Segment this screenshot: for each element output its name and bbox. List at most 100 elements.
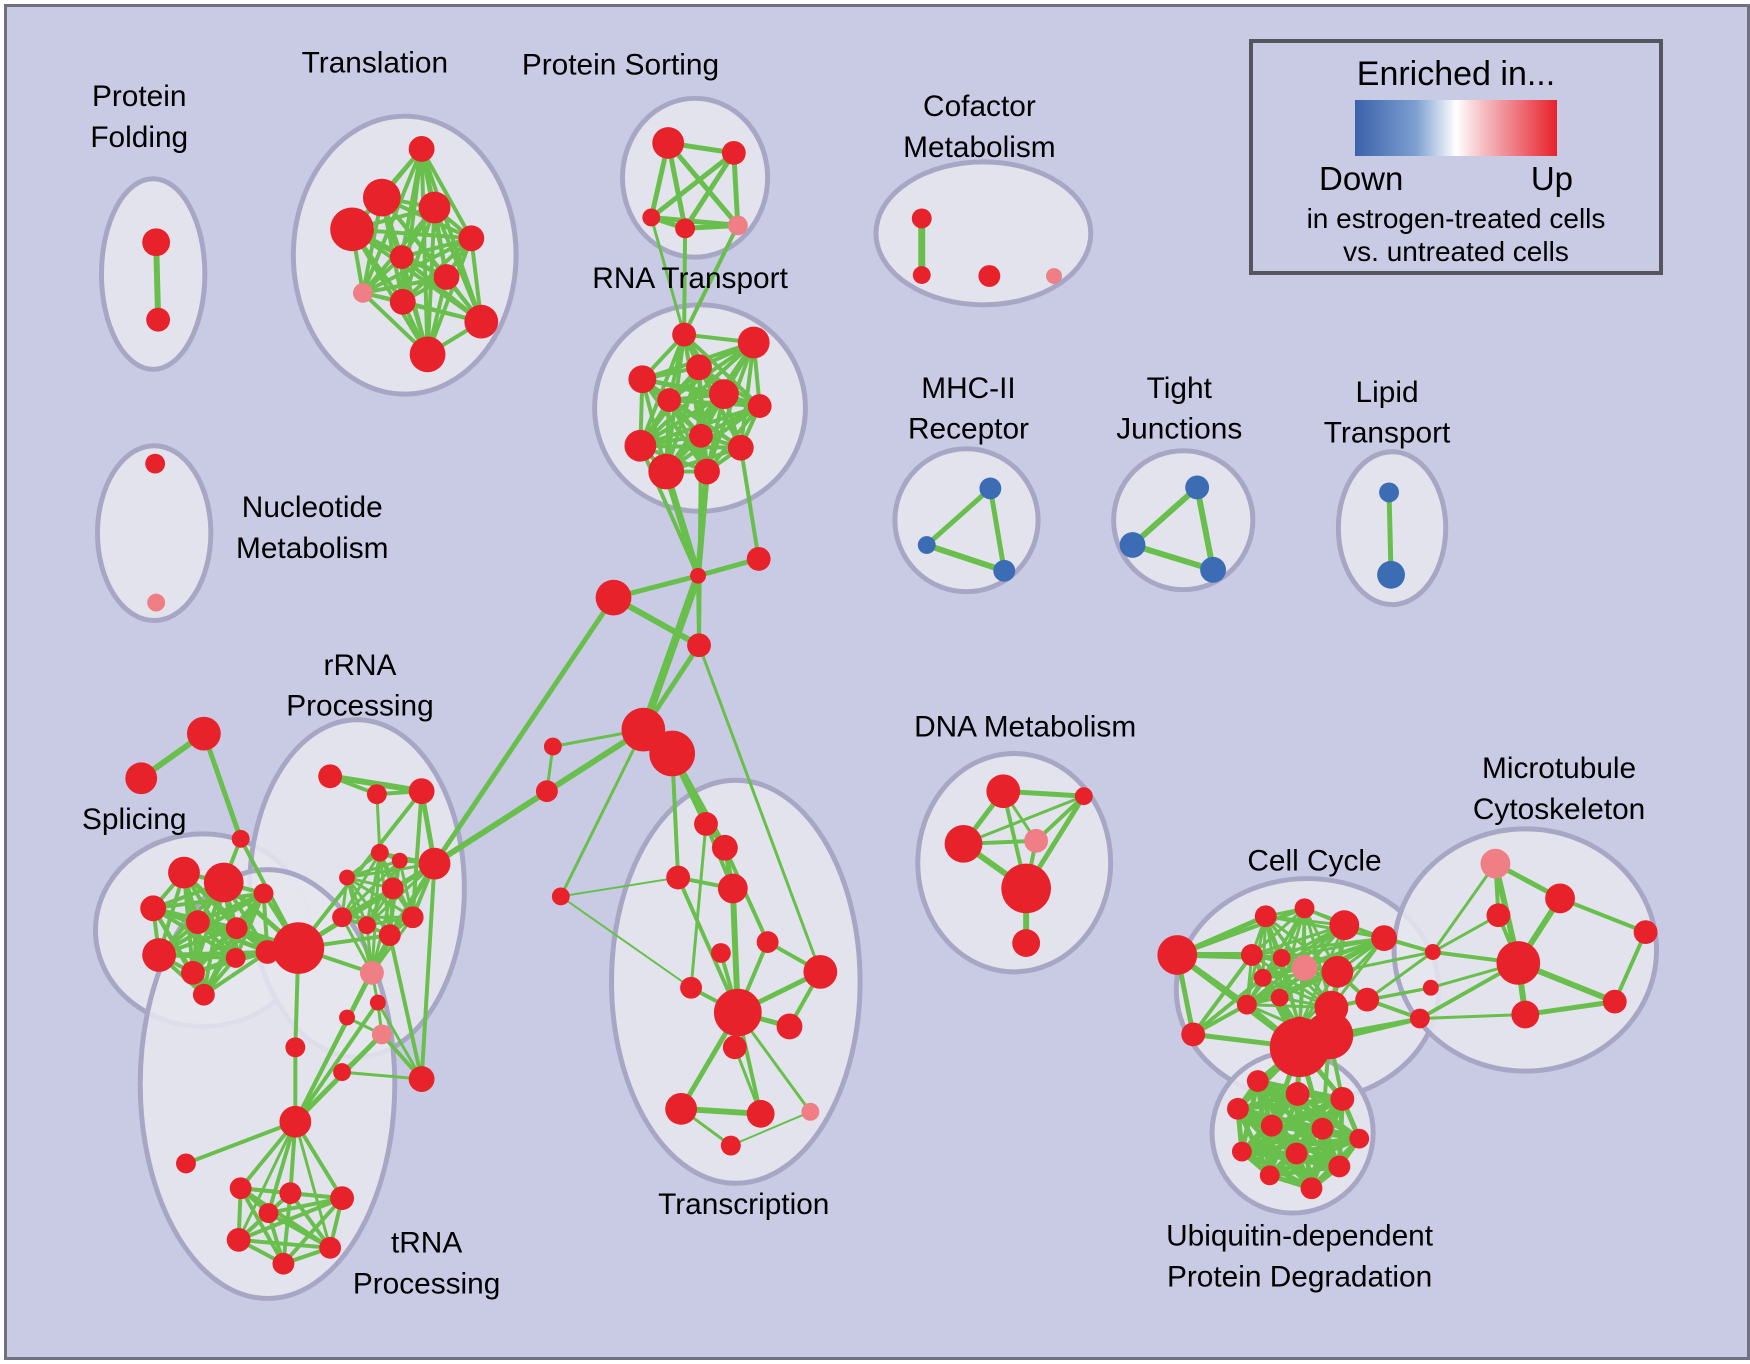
- node-98[interactable]: [666, 865, 691, 890]
- node-2[interactable]: [408, 136, 435, 162]
- node-60[interactable]: [366, 784, 387, 805]
- node-78[interactable]: [279, 1105, 312, 1138]
- node-47[interactable]: [168, 856, 200, 889]
- node-15[interactable]: [642, 208, 661, 227]
- node-114[interactable]: [1024, 828, 1049, 853]
- node-73[interactable]: [339, 1009, 355, 1026]
- node-146[interactable]: [1285, 1082, 1310, 1106]
- node-97[interactable]: [711, 834, 738, 861]
- node-24[interactable]: [686, 354, 712, 381]
- node-20[interactable]: [978, 265, 1001, 287]
- node-61[interactable]: [408, 778, 435, 805]
- node-34[interactable]: [979, 477, 1002, 500]
- node-110[interactable]: [720, 1135, 741, 1156]
- node-87[interactable]: [595, 579, 632, 616]
- node-144[interactable]: [1633, 920, 1658, 945]
- node-148[interactable]: [1226, 1097, 1249, 1120]
- node-145[interactable]: [1246, 1070, 1269, 1092]
- node-112[interactable]: [1074, 787, 1093, 806]
- node-133[interactable]: [1305, 1011, 1354, 1060]
- node-53[interactable]: [142, 938, 177, 972]
- node-149[interactable]: [1260, 1114, 1283, 1137]
- node-139[interactable]: [1545, 883, 1575, 914]
- node-66[interactable]: [381, 877, 404, 900]
- node-106[interactable]: [722, 1035, 747, 1060]
- node-121[interactable]: [1329, 910, 1360, 941]
- node-150[interactable]: [1311, 1117, 1334, 1140]
- node-25[interactable]: [628, 365, 657, 394]
- node-136[interactable]: [1422, 979, 1439, 996]
- node-81[interactable]: [279, 1182, 302, 1205]
- node-46[interactable]: [231, 829, 250, 848]
- node-147[interactable]: [1330, 1087, 1355, 1111]
- node-50[interactable]: [140, 895, 167, 922]
- node-6[interactable]: [458, 225, 485, 252]
- node-0[interactable]: [142, 228, 171, 257]
- node-120[interactable]: [1294, 898, 1315, 919]
- node-18[interactable]: [911, 208, 932, 229]
- node-17[interactable]: [727, 215, 748, 236]
- node-93[interactable]: [543, 737, 562, 756]
- node-90[interactable]: [687, 633, 711, 658]
- node-32[interactable]: [648, 453, 685, 490]
- node-156[interactable]: [1300, 1177, 1323, 1200]
- node-117[interactable]: [1157, 935, 1198, 975]
- node-75[interactable]: [333, 1063, 352, 1082]
- node-45[interactable]: [125, 762, 158, 795]
- node-74[interactable]: [371, 1024, 392, 1045]
- node-14[interactable]: [721, 141, 746, 165]
- node-67[interactable]: [332, 907, 353, 928]
- node-94[interactable]: [535, 780, 558, 803]
- node-12[interactable]: [409, 336, 446, 373]
- node-11[interactable]: [464, 304, 499, 339]
- node-76[interactable]: [408, 1066, 435, 1092]
- node-84[interactable]: [319, 1236, 342, 1259]
- node-58[interactable]: [272, 922, 325, 974]
- node-38[interactable]: [1119, 532, 1146, 558]
- node-1[interactable]: [146, 307, 171, 332]
- node-111[interactable]: [986, 774, 1021, 809]
- node-37[interactable]: [1185, 475, 1210, 500]
- node-138[interactable]: [1480, 848, 1511, 879]
- node-3[interactable]: [362, 178, 401, 217]
- node-95[interactable]: [551, 887, 570, 906]
- node-72[interactable]: [369, 994, 386, 1011]
- node-70[interactable]: [401, 906, 424, 929]
- node-49[interactable]: [253, 883, 274, 904]
- node-109[interactable]: [801, 1102, 820, 1121]
- node-54[interactable]: [181, 960, 205, 985]
- node-77[interactable]: [285, 1037, 306, 1058]
- node-123[interactable]: [1240, 944, 1263, 966]
- node-65[interactable]: [418, 847, 451, 880]
- node-100[interactable]: [756, 931, 779, 953]
- node-116[interactable]: [1012, 929, 1041, 957]
- node-10[interactable]: [389, 288, 416, 315]
- node-151[interactable]: [1349, 1128, 1370, 1149]
- node-128[interactable]: [1236, 994, 1257, 1015]
- node-8[interactable]: [433, 264, 460, 290]
- node-48[interactable]: [203, 862, 244, 903]
- node-71[interactable]: [359, 960, 384, 985]
- node-135[interactable]: [1424, 944, 1441, 960]
- node-125[interactable]: [1291, 954, 1318, 981]
- node-19[interactable]: [912, 266, 931, 284]
- node-85[interactable]: [272, 1252, 295, 1275]
- node-119[interactable]: [1254, 905, 1277, 928]
- node-79[interactable]: [176, 1153, 196, 1174]
- node-86[interactable]: [258, 1203, 279, 1223]
- node-22[interactable]: [672, 322, 697, 347]
- node-16[interactable]: [675, 218, 696, 239]
- node-42[interactable]: [145, 453, 166, 474]
- node-80[interactable]: [229, 1177, 252, 1200]
- node-43[interactable]: [147, 593, 166, 612]
- node-107[interactable]: [665, 1092, 698, 1125]
- node-108[interactable]: [746, 1099, 775, 1128]
- node-23[interactable]: [737, 326, 770, 359]
- node-69[interactable]: [378, 924, 401, 947]
- node-88[interactable]: [690, 567, 706, 584]
- node-83[interactable]: [226, 1227, 251, 1252]
- node-39[interactable]: [1200, 556, 1226, 583]
- node-152[interactable]: [1231, 1141, 1252, 1162]
- node-141[interactable]: [1496, 941, 1541, 985]
- node-118[interactable]: [1181, 1022, 1206, 1047]
